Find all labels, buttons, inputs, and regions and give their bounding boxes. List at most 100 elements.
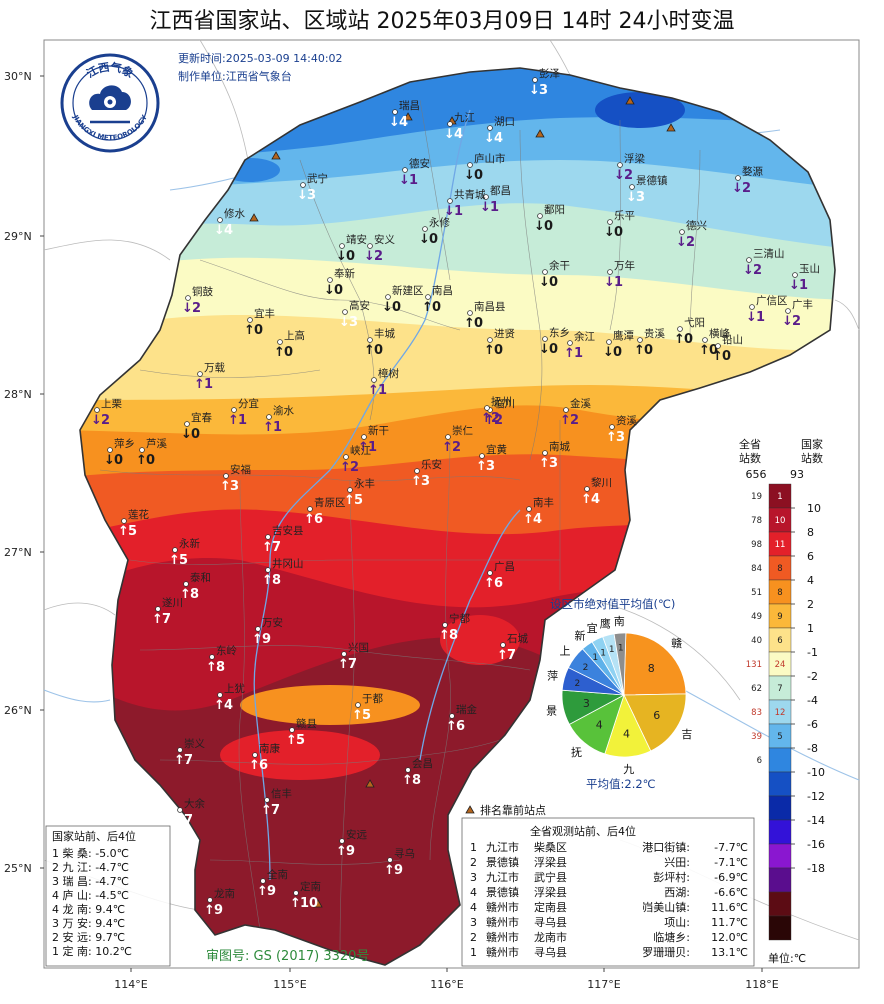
lat-label: 28°N bbox=[4, 388, 32, 401]
arrow-up-icon: ↑ bbox=[497, 648, 508, 663]
arrow-down-icon: ↓ bbox=[444, 204, 455, 219]
nat-table-row: 1 柴 桑: -5.0℃ bbox=[52, 846, 129, 860]
station-value: 7 bbox=[507, 648, 516, 663]
station-name: 峡江 bbox=[350, 444, 371, 457]
station-name: 乐平 bbox=[614, 210, 635, 222]
arrow-up-icon: ↑ bbox=[699, 343, 710, 358]
station: 东乡 ↓ 0 bbox=[539, 326, 570, 357]
row-county: 柴桑区 bbox=[534, 840, 567, 854]
station-value: 0 bbox=[684, 332, 693, 347]
station-dot bbox=[371, 377, 377, 383]
station-name: 宜黄 bbox=[486, 443, 507, 456]
arrow-up-icon: ↑ bbox=[439, 628, 450, 643]
station-dot bbox=[414, 468, 420, 474]
legend-count-nat: 5 bbox=[777, 732, 782, 742]
station: 广丰 ↓ 2 bbox=[782, 298, 813, 329]
station: 庐山市 ↓ 0 bbox=[464, 152, 506, 183]
station-name: 庐山市 bbox=[474, 152, 506, 165]
station-name: 赣县 bbox=[296, 717, 317, 730]
all-table-row: 1 赣州市 寻乌县 罗珊珊贝: 13.1℃ bbox=[470, 945, 748, 959]
station-dot bbox=[277, 339, 283, 345]
station-name: 高安 bbox=[349, 299, 370, 312]
lat-label: 29°N bbox=[4, 230, 32, 243]
station-name: 龙南 bbox=[214, 887, 235, 900]
lat-labels: 30°N 29°N 28°N 27°N 26°N 25°N bbox=[4, 70, 32, 875]
station-name: 铜鼓 bbox=[192, 285, 213, 298]
arrow-up-icon: ↑ bbox=[364, 343, 375, 358]
station: 九江 ↓ 4 bbox=[444, 112, 475, 142]
row-city: 赣州市 bbox=[486, 900, 519, 914]
station-value: 0 bbox=[284, 345, 293, 360]
station-dot bbox=[172, 547, 178, 553]
arrow-up-icon: ↑ bbox=[368, 383, 379, 398]
station-name: 玉山 bbox=[799, 263, 820, 275]
legend-count-all: 51 bbox=[751, 588, 762, 598]
legend-bin bbox=[768, 891, 792, 917]
legend-count-all: 62 bbox=[751, 684, 762, 694]
rank-triangle bbox=[666, 123, 676, 132]
station-dot bbox=[537, 213, 543, 219]
station-dot bbox=[327, 277, 333, 283]
station-name: 泰和 bbox=[190, 571, 211, 584]
legend-count-all: 19 bbox=[751, 492, 762, 502]
station-dot bbox=[177, 747, 183, 753]
station-value: 1 bbox=[490, 200, 499, 215]
station-value: 4 bbox=[533, 512, 542, 527]
station-name: 上栗 bbox=[101, 398, 122, 410]
station-value: 0 bbox=[722, 349, 731, 364]
station-name: 广昌 bbox=[494, 561, 515, 573]
station-dot bbox=[629, 184, 635, 190]
station-value: 4 bbox=[454, 127, 463, 142]
arrow-down-icon: ↓ bbox=[182, 301, 193, 316]
pie-value: 8 bbox=[648, 662, 655, 675]
station: 德安 ↓ 1 bbox=[399, 157, 430, 188]
legend-count-all: 131 bbox=[746, 660, 762, 670]
station-name: 石城 bbox=[507, 633, 528, 645]
arrow-up-icon: ↑ bbox=[484, 343, 495, 358]
station-value: 2 bbox=[491, 411, 500, 426]
station: 乐平 ↓ 0 bbox=[604, 210, 635, 240]
legend-tick-label: -14 bbox=[807, 814, 825, 827]
producer: 制作单位:江西省气象台 bbox=[178, 69, 292, 83]
lat-label: 30°N bbox=[4, 70, 32, 83]
station-value: 2 bbox=[742, 181, 751, 196]
station: 南昌县 ↑ 0 bbox=[464, 300, 506, 331]
station: 永丰 ↑ 5 bbox=[344, 477, 375, 508]
station-value: 1 bbox=[368, 440, 377, 455]
station-value: 6 bbox=[456, 719, 465, 734]
arrow-up-icon: ↑ bbox=[674, 332, 685, 347]
arrow-up-icon: ↑ bbox=[484, 413, 495, 428]
station-name: 南丰 bbox=[533, 496, 554, 509]
arrow-up-icon: ↑ bbox=[214, 698, 225, 713]
station: 新建区 ↓ 0 bbox=[382, 284, 424, 315]
station-dot bbox=[184, 421, 190, 427]
station-name: 南昌 bbox=[432, 284, 453, 297]
all-table-row: 3 赣州市 寻乌县 项山: 11.7℃ bbox=[470, 915, 748, 929]
station-name: 浮梁 bbox=[624, 152, 645, 165]
station-dot bbox=[265, 567, 271, 573]
arrow-up-icon: ↑ bbox=[523, 512, 534, 527]
station-name: 余干 bbox=[549, 259, 570, 272]
lat-label: 27°N bbox=[4, 546, 32, 559]
pie-title: 设区市绝对值平均值(℃) bbox=[550, 597, 675, 611]
station-value: 9 bbox=[267, 884, 276, 899]
station-name: 万安 bbox=[262, 616, 283, 629]
legend-bin bbox=[768, 771, 792, 797]
station-value: 0 bbox=[494, 343, 503, 358]
station-value: 4 bbox=[399, 115, 408, 130]
national-station-table: 国家站前、后4位 1 柴 桑: -5.0℃2 九 江: -4.7℃3 瑞 昌: … bbox=[45, 825, 171, 967]
station: 靖安 ↓ 0 bbox=[336, 233, 367, 264]
station-value: 1 bbox=[574, 346, 583, 361]
arrow-up-icon: ↑ bbox=[411, 474, 422, 489]
row-city: 景德镇 bbox=[486, 885, 519, 899]
legend-bin bbox=[768, 915, 792, 941]
row-city: 赣州市 bbox=[486, 915, 519, 929]
arrow-down-icon: ↓ bbox=[604, 275, 615, 290]
station-value: 4 bbox=[224, 223, 233, 238]
station-value: 0 bbox=[614, 225, 623, 240]
station-value: 7 bbox=[184, 813, 193, 828]
station-dot bbox=[542, 450, 548, 456]
station-dot bbox=[749, 304, 755, 310]
